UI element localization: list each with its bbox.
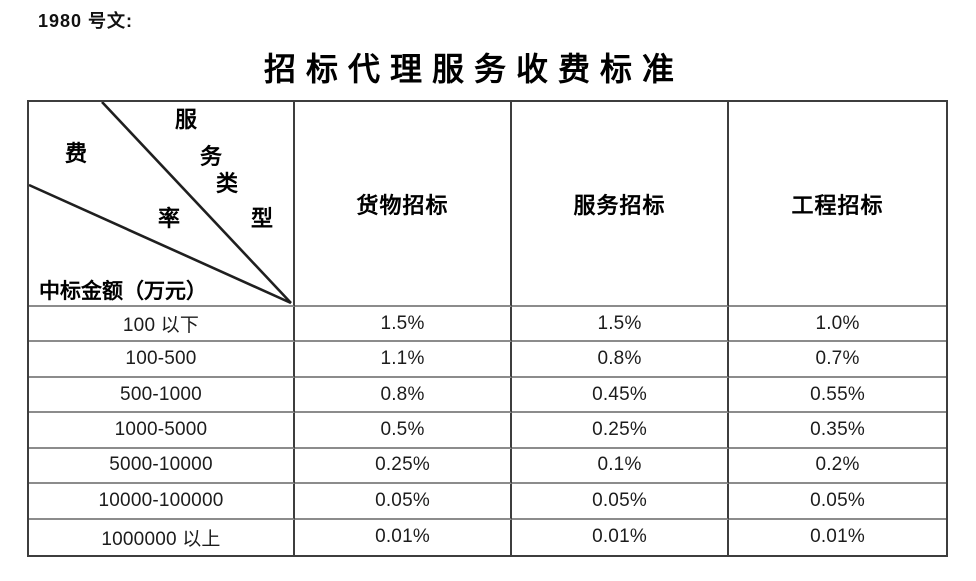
row-label: 100 以下 (29, 307, 295, 343)
row-label: 1000000 以上 (29, 519, 295, 555)
row-label: 10000-100000 (29, 484, 295, 520)
fee-value: 1.0% (729, 307, 946, 343)
page-title: 招标代理服务收费标准 (263, 50, 684, 88)
corner-amount-label: 中标金额（万元） (39, 278, 207, 303)
fee-value: 1.5% (295, 307, 512, 343)
fee-value: 0.8% (295, 377, 512, 414)
row-label: 1000-5000 (29, 413, 295, 449)
row-label: 5000-10000 (29, 448, 295, 485)
fee-value: 0.55% (729, 378, 946, 414)
row-label: 500-1000 (29, 377, 295, 414)
corner-label-service-char: 型 (251, 206, 274, 232)
fee-value: 0.01% (295, 519, 512, 555)
fee-value: 0.25% (295, 448, 512, 485)
fee-value: 0.05% (729, 484, 946, 520)
doc-number-label: 1980 号文: (38, 11, 134, 31)
fee-value: 0.01% (810, 526, 865, 548)
corner-label-service-char: 类 (216, 171, 239, 197)
fee-value: 0.45% (512, 377, 729, 414)
fee-value: 0.01% (512, 519, 729, 555)
fee-value: 0.5% (295, 413, 512, 449)
corner-label-service-char: 服 (175, 107, 198, 133)
fee-table: 服 务 类 型 费 率 中标金额（万元） 货物招标 服务招标 工程招标 100 … (27, 100, 948, 557)
table-corner-cell: 服 务 类 型 费 率 中标金额（万元） (29, 102, 295, 307)
fee-value: 0.8% (512, 342, 729, 378)
fee-value: 0.7% (729, 342, 946, 378)
corner-label-service-char: 务 (200, 144, 223, 170)
fee-value: 0.25% (512, 413, 729, 449)
row-label: 100-500 (29, 342, 295, 378)
column-header-services-bidding: 服务招标 (512, 102, 729, 307)
fee-value: 0.05% (512, 484, 729, 520)
fee-value: 1.5% (512, 307, 729, 343)
column-header-goods-bidding: 货物招标 (295, 102, 512, 307)
corner-label-fee-char: 费 (65, 141, 88, 167)
fee-value: 0.35% (729, 413, 946, 449)
fee-value: 0.2% (729, 449, 946, 485)
column-header-works-bidding: 工程招标 (729, 102, 946, 307)
fee-value: 1.1% (295, 342, 512, 378)
diagonal-divider-lines (29, 102, 292, 305)
fee-value: 0.1% (512, 448, 729, 485)
fee-value: 0.05% (295, 484, 512, 520)
corner-label-fee-char: 率 (158, 206, 181, 232)
